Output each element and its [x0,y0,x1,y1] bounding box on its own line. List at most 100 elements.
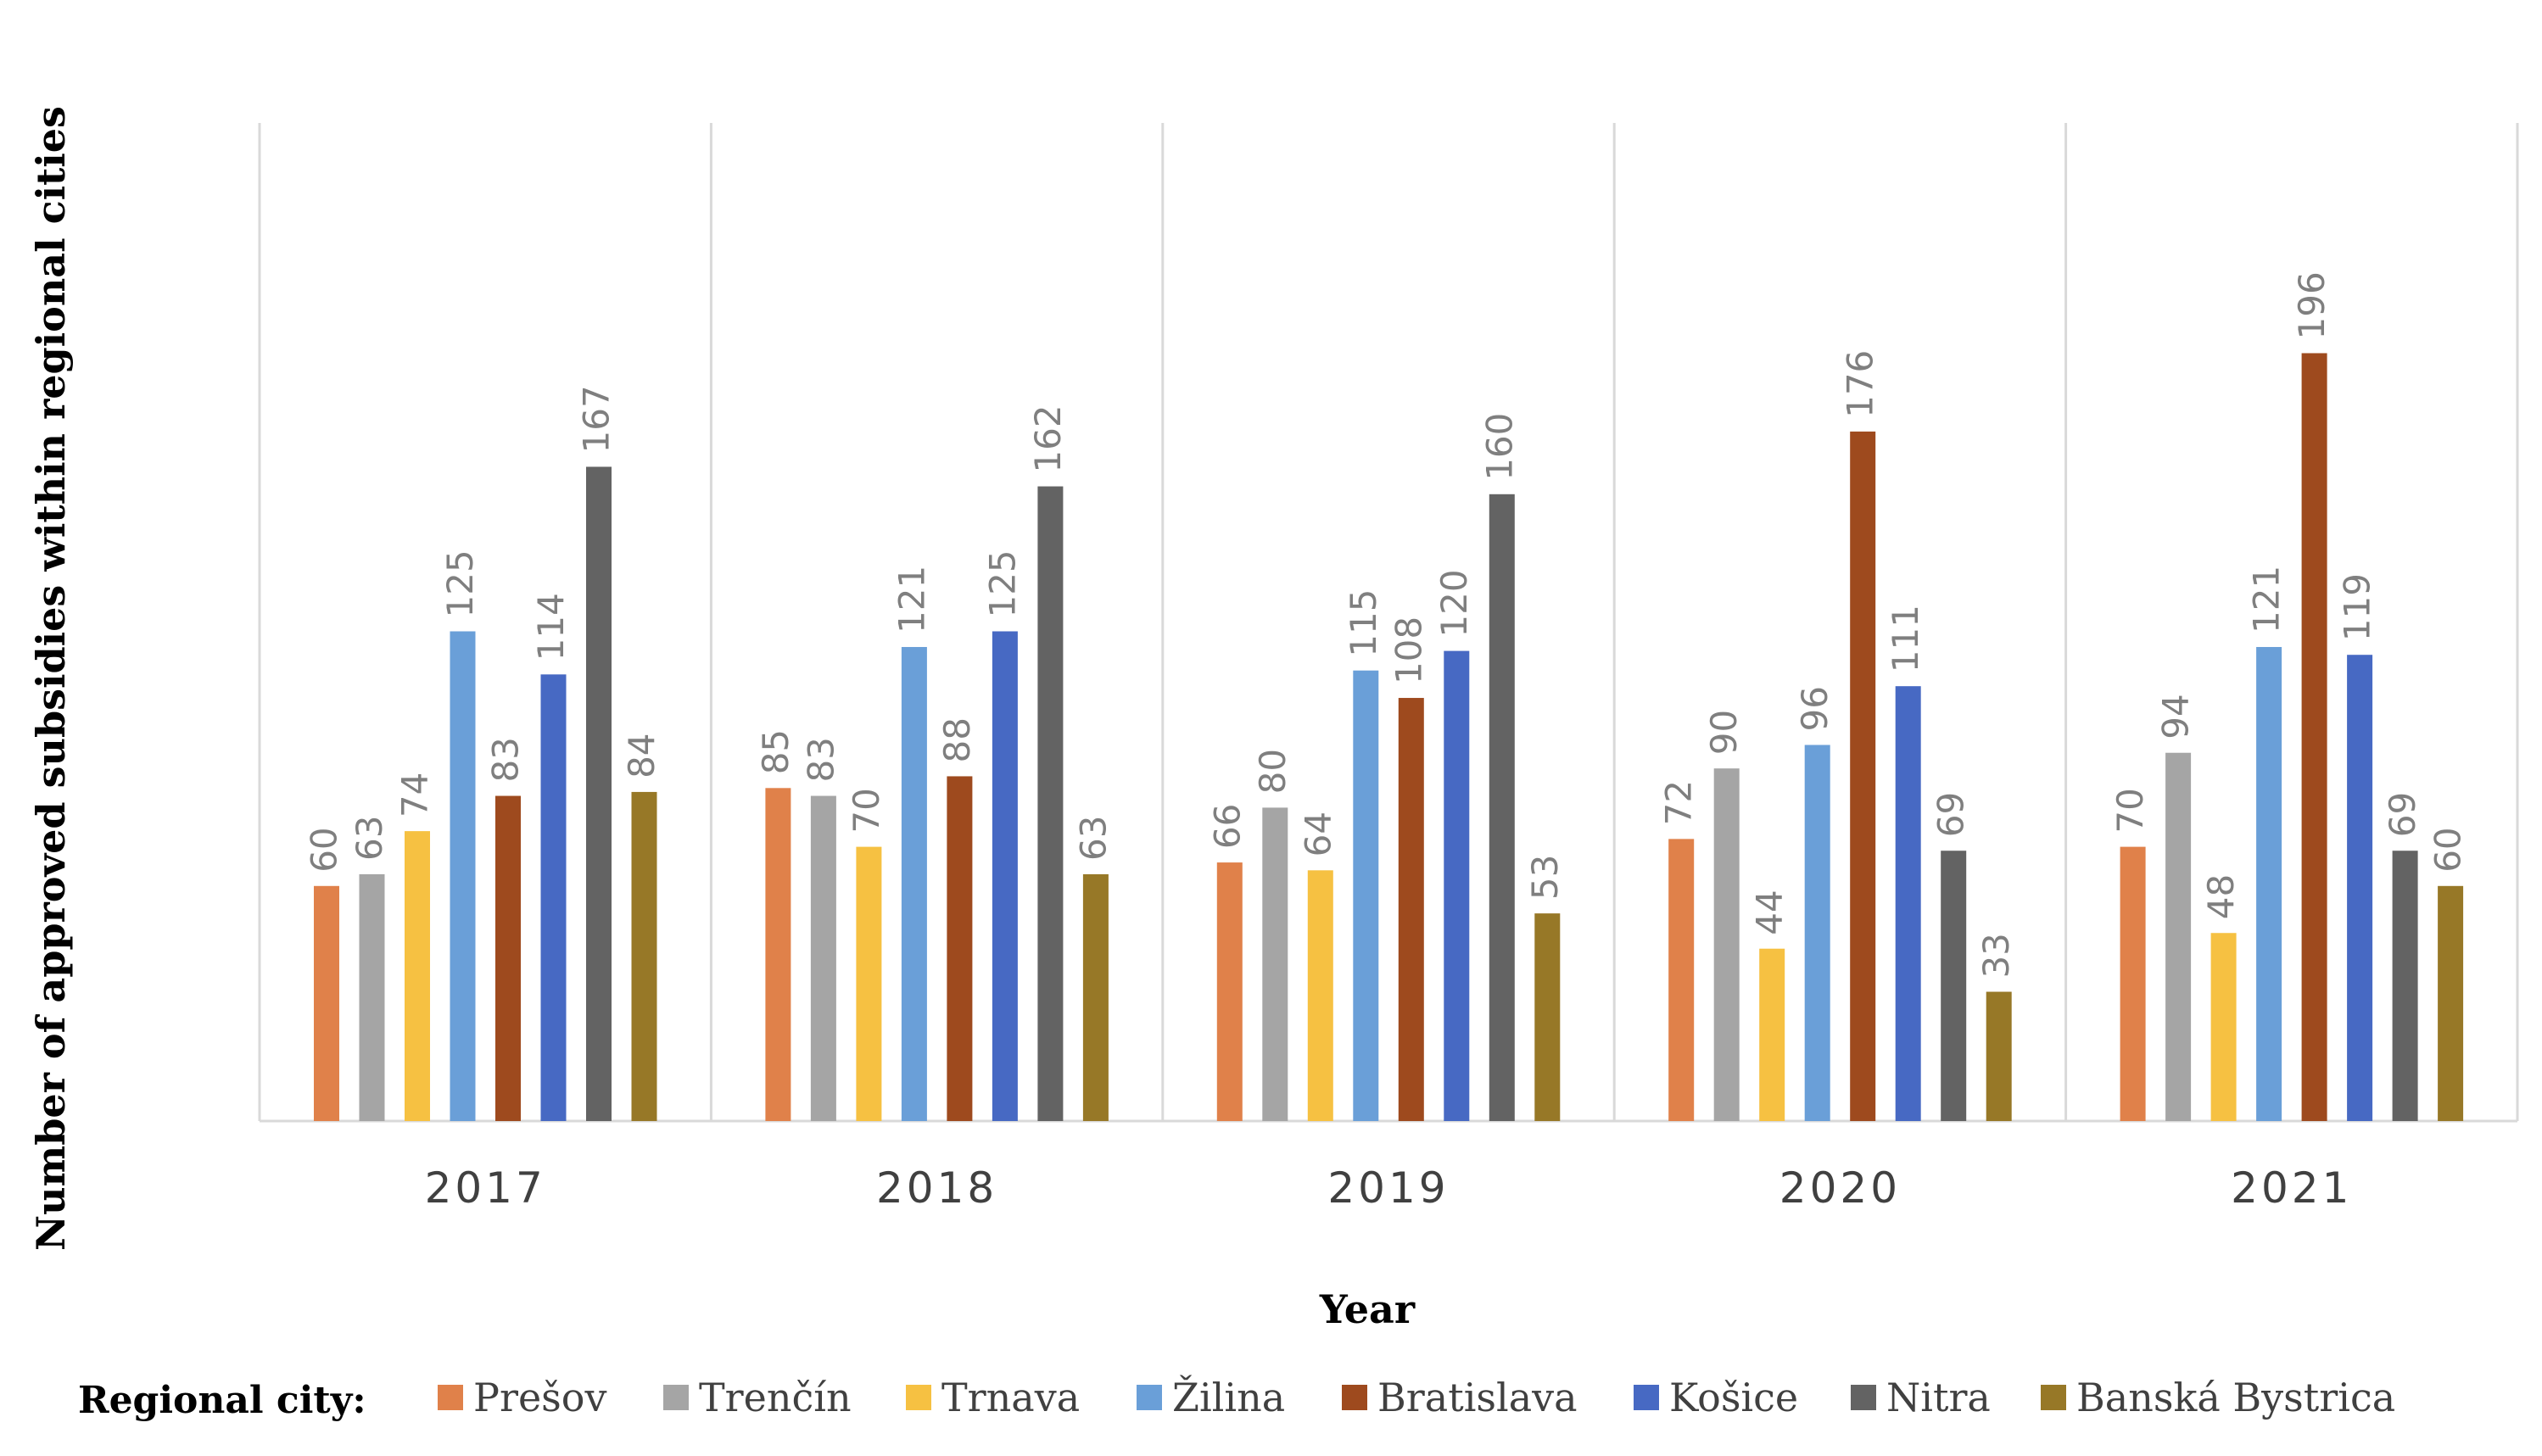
x-tick-label: 2019 [1327,1163,1449,1213]
value-label: 83 [800,737,841,782]
bar [2120,846,2146,1121]
value-label: 64 [1297,812,1338,856]
bar [450,631,476,1121]
bar [1804,745,1830,1121]
value-label: 53 [1524,855,1566,900]
value-label: 120 [1433,569,1475,637]
x-tick-label: 2018 [876,1163,997,1213]
bar [1307,870,1333,1121]
legend-label: Prešov [473,1375,606,1420]
bar [540,674,567,1121]
legend-label: Bratislava [1377,1375,1578,1420]
value-label: 63 [349,815,390,860]
bar [1850,431,1876,1121]
bar [314,885,339,1121]
value-label: 74 [394,773,436,817]
value-label: 83 [485,737,527,782]
legend-swatch [906,1385,931,1410]
x-axis-label: Year [1319,1286,1416,1332]
bar [947,776,973,1121]
value-label: 90 [1703,710,1745,755]
value-label: 44 [1749,890,1791,934]
value-label: 196 [2291,271,2332,339]
value-label: 125 [439,549,481,617]
value-label: 96 [1794,686,1835,731]
bar [765,788,791,1121]
bar [1037,486,1064,1121]
value-label: 162 [1027,404,1069,472]
bar [810,795,836,1121]
legend-swatch [1342,1385,1367,1410]
value-label: 167 [576,385,617,453]
legend-swatch [1137,1385,1162,1410]
value-label: 108 [1388,616,1429,684]
bar [1262,807,1288,1121]
value-label: 80 [1252,749,1293,794]
value-label: 160 [1478,413,1520,481]
value-label: 119 [2337,573,2378,641]
bar [992,631,1018,1121]
bar [1216,862,1243,1121]
legend-swatch [2041,1385,2066,1410]
bar [2165,752,2192,1121]
bar [2392,851,2418,1121]
value-label: 60 [304,827,345,872]
value-label: 85 [755,729,796,774]
value-label: 72 [1658,780,1700,825]
bar [1444,650,1470,1121]
bar [1986,991,2012,1121]
value-label: 121 [891,566,932,633]
bar [2347,655,2373,1121]
legend: Regional city: Prešov Trenčín Trnava Žilina… [78,1374,2395,1422]
value-label: 48 [2200,874,2242,919]
value-label: 69 [2382,792,2423,837]
x-tick-labels-group: 2017 2018 2019 2020 2021 [425,1163,2352,1213]
bar [2438,885,2464,1121]
value-label: 94 [2155,694,2197,739]
value-label: 66 [1206,804,1248,849]
legend-swatch [1634,1385,1659,1410]
bar [1668,839,1695,1121]
x-tick-label: 2020 [1779,1163,1901,1213]
x-tick-label: 2021 [2231,1163,2352,1213]
legend-swatch [438,1385,463,1410]
value-label: 33 [1975,933,2017,978]
legend-title: Regional city: [78,1379,366,1422]
legend-label: Košice [1669,1375,1798,1420]
bar [2256,646,2282,1121]
bar [1398,698,1424,1121]
value-label: 111 [1885,605,1926,672]
bar [1489,494,1515,1121]
value-label: 63 [1072,815,1114,860]
bars-group [314,353,2464,1122]
value-label: 70 [2109,788,2151,833]
legend-label: Žilina [1172,1374,1285,1420]
value-label: 125 [981,549,1023,617]
value-label: 121 [2246,566,2288,633]
legend-label: Trenčín [699,1375,852,1420]
bar [2210,933,2237,1121]
bar [405,831,430,1121]
value-label: 84 [621,733,662,778]
bar [631,791,657,1121]
bar [1895,686,1921,1121]
bar [1534,913,1561,1121]
legend-label: Banská Bystrica [2076,1375,2395,1420]
bar [2301,353,2327,1122]
y-axis-label: Number of approved subsidies within regi… [28,106,74,1251]
bar [1713,768,1740,1121]
bar [856,846,882,1121]
value-label: 88 [936,717,978,762]
bar [1082,873,1109,1121]
bar [1941,851,1967,1121]
value-label: 176 [1840,350,1881,418]
legend-swatch [663,1385,689,1410]
legend-label: Nitra [1886,1375,1991,1420]
x-tick-label: 2017 [425,1163,546,1213]
value-label: 60 [2427,827,2469,872]
value-label: 70 [846,788,887,833]
bar [359,873,385,1121]
bar [586,466,612,1121]
